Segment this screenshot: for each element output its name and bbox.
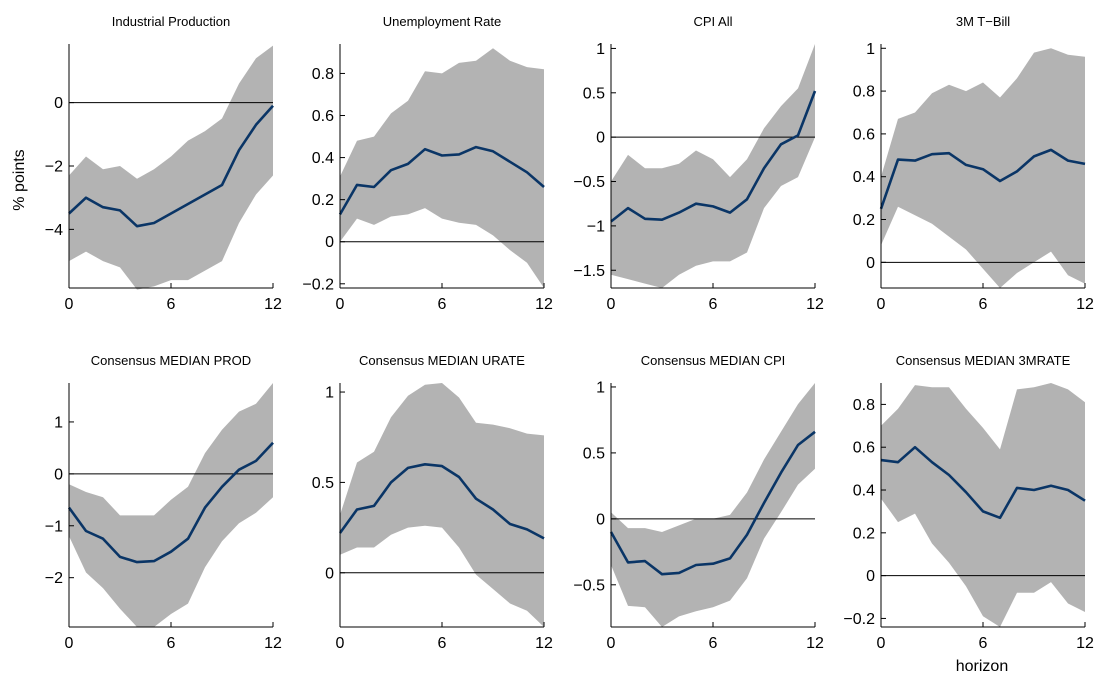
y-tick-label: −0.5 — [573, 174, 605, 191]
panel-title: Industrial Production — [112, 14, 231, 29]
x-tick-label: 0 — [65, 296, 74, 313]
panel-title: Consensus MEDIAN PROD — [91, 353, 251, 368]
y-tick-label: 0 — [54, 466, 63, 483]
y-tick-label: −1 — [587, 218, 605, 235]
x-tick-label: 0 — [65, 635, 74, 652]
y-tick-label: 0 — [325, 234, 334, 251]
panel-title: Consensus MEDIAN CPI — [641, 353, 786, 368]
median-line — [880, 445, 1086, 520]
x-tick-label: 6 — [709, 635, 718, 652]
median-line — [879, 148, 1086, 210]
y-tick-label: 1 — [596, 41, 605, 58]
x-tick-label: 0 — [607, 635, 616, 652]
median-line — [338, 462, 545, 540]
y-tick-label: 0.5 — [583, 85, 605, 102]
y-tick-label: 0.8 — [853, 84, 875, 101]
y-tick-label: 0 — [596, 130, 605, 147]
y-tick-label: 0.8 — [312, 66, 334, 83]
x-tick-label: 0 — [877, 296, 886, 313]
y-tick-label: 0 — [866, 568, 875, 585]
y-tick-label: 0.2 — [853, 525, 875, 542]
y-tick-label: −1.5 — [573, 263, 605, 280]
panel-5: Consensus MEDIAN PROD −2 −1 0 1 0 6 12 — [45, 353, 282, 652]
panel-2: Unemployment Rate−0.200.20.40.60.80 6 12 — [302, 14, 553, 313]
panel-7: Consensus MEDIAN CPI −0.5 0 0.5 1 0 6 12 — [573, 353, 824, 652]
y-tick-label: 0.4 — [853, 483, 875, 500]
x-tick-label: 6 — [979, 635, 988, 652]
confidence-band — [340, 383, 544, 627]
x-tick-label: 6 — [438, 296, 447, 313]
y-tick-label: 1 — [325, 385, 334, 402]
confidence-band — [611, 44, 815, 288]
y-tick-label: −0.2 — [302, 276, 334, 293]
y-tick-label: 0.6 — [853, 126, 875, 143]
y-tick-label: −0.2 — [843, 611, 875, 628]
y-tick-label: 0.5 — [583, 445, 605, 462]
panel-3: CPI All −1.5 −1 −0.5 0 0.5 1 0 6 12 — [573, 14, 824, 313]
y-tick-label: 0.4 — [312, 150, 334, 167]
x-tick-label: 0 — [877, 635, 886, 652]
y-tick-label: 0 — [596, 511, 605, 528]
x-tick-label: 12 — [535, 296, 553, 313]
y-tick-label: 0 — [54, 95, 63, 112]
x-tick-label: 6 — [438, 635, 447, 652]
y-tick-label: 0.2 — [853, 212, 875, 229]
x-tick-label: 12 — [535, 635, 553, 652]
y-tick-label: −1 — [45, 518, 63, 535]
panels-container: Industrial Production −4 −2 0 0 6 12 Unemployme… — [45, 14, 1094, 652]
panel-title: Consensus MEDIAN 3MRATE — [896, 353, 1071, 368]
y-tick-label: 0.4 — [853, 169, 875, 186]
median-line — [609, 430, 816, 576]
panel-8: Consensus MEDIAN 3MRATE−0.200.20.40.60.8… — [843, 353, 1094, 652]
panel-4: 3M T−Bill 0 0.2 0.4 0.6 0.8 1 0 6 12 — [853, 14, 1094, 313]
y-tick-label: 0 — [325, 565, 334, 582]
y-tick-label: 1 — [596, 379, 605, 396]
x-tick-label: 6 — [709, 296, 718, 313]
y-tick-label: 0.6 — [312, 108, 334, 125]
x-tick-label: 6 — [979, 296, 988, 313]
x-tick-label: 12 — [806, 635, 824, 652]
y-tick-label: −0.5 — [573, 577, 605, 594]
y-tick-label: −2 — [45, 570, 63, 587]
confidence-band — [340, 48, 544, 289]
y-tick-label: 1 — [866, 41, 875, 58]
median-line — [67, 441, 274, 564]
panel-1: Industrial Production −4 −2 0 0 6 12 — [45, 14, 282, 313]
x-tick-label: 0 — [607, 296, 616, 313]
y-tick-label: 0.6 — [853, 440, 875, 457]
y-tick-label: −4 — [45, 222, 63, 239]
median-line — [338, 145, 545, 216]
y-tick-label: 1 — [54, 414, 63, 431]
figure-ylabel: % points — [11, 149, 28, 210]
median-line — [68, 104, 274, 228]
y-tick-label: 0.5 — [312, 475, 334, 492]
confidence-band — [69, 383, 273, 627]
x-tick-label: 6 — [167, 296, 176, 313]
panel-title: Unemployment Rate — [383, 14, 502, 29]
x-tick-label: 12 — [264, 635, 282, 652]
panel-title: CPI All — [693, 14, 732, 29]
panel-title: 3M T−Bill — [956, 14, 1010, 29]
panel-6: Consensus MEDIAN URATE 0 0.5 1 0 6 12 — [312, 353, 553, 652]
confidence-band — [881, 383, 1085, 627]
panel-title: Consensus MEDIAN URATE — [359, 353, 525, 368]
x-tick-label: 12 — [1076, 635, 1094, 652]
x-tick-label: 0 — [336, 635, 345, 652]
x-tick-label: 12 — [264, 296, 282, 313]
y-tick-label: 0 — [866, 255, 875, 272]
confidence-band — [69, 45, 273, 290]
confidence-band — [611, 383, 815, 627]
x-tick-label: 12 — [1076, 296, 1094, 313]
figure-xlabel: horizon — [956, 658, 1008, 675]
y-tick-label: 0.2 — [312, 192, 334, 209]
x-tick-label: 0 — [336, 296, 345, 313]
y-tick-label: −2 — [45, 159, 63, 176]
y-tick-label: 0.8 — [853, 397, 875, 414]
median-line — [610, 90, 817, 223]
x-tick-label: 12 — [806, 296, 824, 313]
x-tick-label: 6 — [167, 635, 176, 652]
